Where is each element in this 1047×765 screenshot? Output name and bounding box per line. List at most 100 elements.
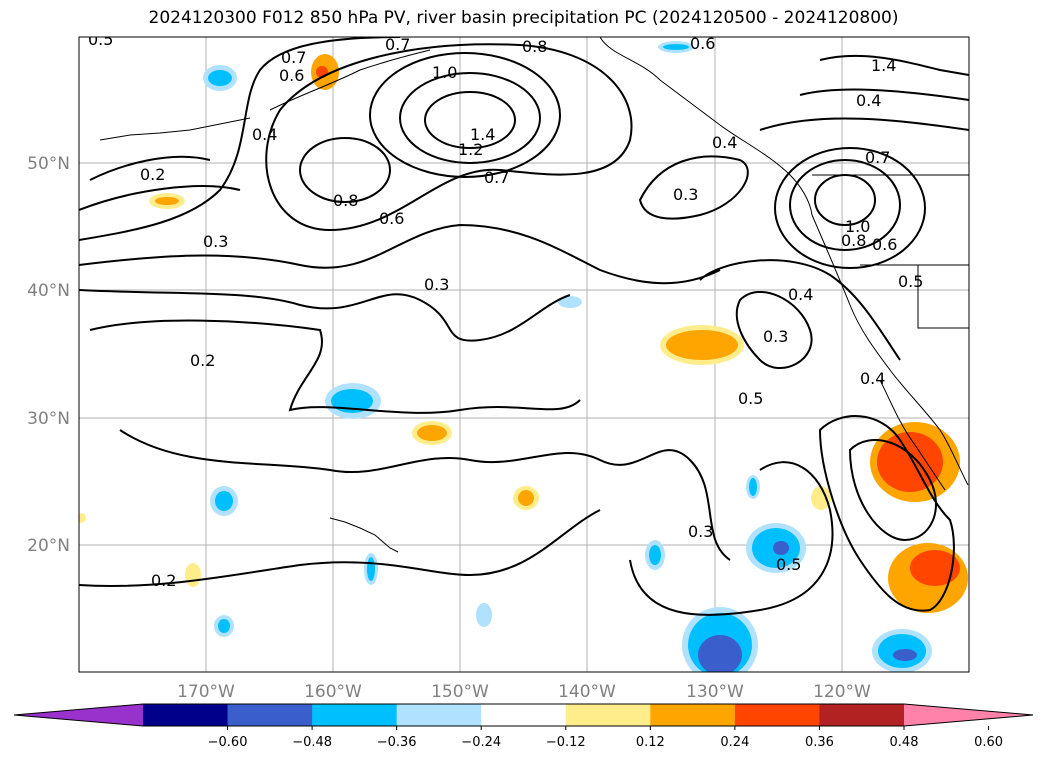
precip-negative-core: [773, 541, 789, 555]
precip-positive-blob: [666, 330, 738, 360]
colorbar-outline: [13, 703, 1034, 727]
lat-label: 20°N: [27, 536, 70, 556]
pv-contour: [79, 289, 571, 342]
precip-negative-blob: [367, 557, 375, 581]
contour-label: 0.8: [841, 231, 866, 250]
contour-label: 0.3: [673, 185, 698, 204]
contour-label: 0.7: [281, 48, 306, 67]
lat-label: 40°N: [27, 281, 70, 301]
precip-negative-core: [893, 649, 917, 661]
lat-label: 50°N: [27, 154, 70, 174]
precip-positive-core: [877, 432, 943, 492]
precip-negative-blob: [208, 70, 232, 86]
lon-label: 150°W: [431, 682, 489, 702]
pv-contour: [848, 439, 937, 542]
lon-label: 160°W: [304, 682, 362, 702]
lat-label: 30°N: [27, 409, 70, 429]
contour-label: 0.7: [385, 35, 410, 54]
contour-label: 0.4: [788, 285, 813, 304]
contour-label: 0.3: [688, 522, 713, 541]
precip-negative-blob: [476, 603, 492, 627]
pv-contour: [299, 137, 391, 203]
colorbar-tick-label: −0.60: [208, 735, 248, 750]
contour-label: 0.4: [712, 133, 737, 152]
precip-negative-blob: [218, 619, 230, 633]
contour-label: 1.0: [432, 63, 457, 82]
contour-label: 1.4: [871, 56, 896, 75]
precip-negative-core: [698, 635, 742, 672]
pv-contour: [638, 155, 749, 220]
pv-contour: [818, 415, 955, 612]
contour-label: 0.5: [898, 272, 923, 291]
contour-label: 0.8: [333, 191, 358, 210]
lon-label: 170°W: [177, 682, 235, 702]
contour-label: 0.4: [860, 369, 885, 388]
colorbar-swatch: [481, 704, 567, 726]
contour-label: 0.7: [484, 168, 509, 187]
colorbar-swatch: [650, 704, 736, 726]
precip-negative-blob: [749, 478, 757, 496]
pv-contour: [79, 185, 241, 211]
contour-label: 0.5: [738, 389, 763, 408]
precip-negative-blob: [558, 296, 582, 308]
pv-contour: [79, 509, 601, 587]
pv-contours: [79, 37, 969, 616]
contour-label: 0.6: [379, 209, 404, 228]
map-background: [79, 37, 969, 672]
colorbar-tick-label: −0.36: [377, 735, 417, 750]
precip-negative-blob: [331, 389, 373, 413]
colorbar-swatch: [565, 704, 651, 726]
colorbar-tick-label: 0.48: [890, 735, 919, 750]
pv-contour: [789, 159, 901, 251]
colorbar-tick-label: −0.24: [461, 735, 501, 750]
pv-contour: [814, 174, 876, 226]
colorbar-tick-label: −0.12: [546, 735, 586, 750]
precip-shading: [79, 41, 968, 672]
contour-label: 0.4: [252, 125, 277, 144]
colorbar-tick-label: 0.24: [720, 735, 749, 750]
longitude-labels: 170°W 160°W 150°W 140°W 130°W 120°W: [177, 682, 871, 702]
pv-contour: [774, 147, 926, 269]
precip-negative-blob: [215, 491, 233, 511]
pv-contour: [424, 91, 516, 149]
pv-contour: [79, 37, 401, 241]
contour-label: 1.0: [845, 217, 870, 236]
colorbar-tick-label: 0.60: [974, 735, 1003, 750]
pv-contour: [265, 43, 633, 232]
pv-contour: [819, 54, 969, 76]
pv-contour: [399, 72, 541, 164]
precip-negative-blob: [649, 545, 661, 565]
pv-contour: [699, 259, 901, 361]
lon-label: 140°W: [558, 682, 616, 702]
contour-label: 0.5: [88, 30, 113, 49]
lon-label: 120°W: [813, 682, 871, 702]
precip-positive-blob: [155, 197, 179, 205]
contour-label: 0.8: [522, 37, 547, 56]
latitude-labels: 50°N 40°N 30°N 20°N: [27, 154, 70, 556]
contour-label: 1.4: [470, 125, 495, 144]
contour-label: 0.3: [203, 232, 228, 251]
colorbar-swatch: [227, 704, 313, 726]
lon-label: 130°W: [686, 682, 744, 702]
colorbar-swatch: [312, 704, 398, 726]
colorbar-swatch: [819, 704, 905, 726]
contour-label: 0.5: [776, 555, 801, 574]
colorbar-swatch: [143, 704, 229, 726]
contour-label: 0.4: [856, 91, 881, 110]
pv-contour: [79, 223, 721, 285]
contour-label: 0.2: [151, 571, 176, 590]
colorbar-tick-label: 0.36: [805, 735, 834, 750]
contour-label: 0.2: [140, 165, 165, 184]
precip-positive-blob: [79, 513, 86, 523]
contour-labels: 0.5 0.7 0.6 0.7 0.8 0.6 1.4 1.0 1.4 1.2 …: [88, 30, 923, 590]
colorbar-tick-label: −0.48: [292, 735, 332, 750]
contour-label: 0.3: [424, 275, 449, 294]
contour-label: 1.2: [458, 140, 483, 159]
contour-label: 0.6: [872, 235, 897, 254]
colorbar: −0.60 −0.48 −0.36 −0.24 −0.12 0.12 0.24 0.36 0.4…: [13, 703, 1034, 750]
colorbar-extend-high: [904, 704, 1033, 726]
contour-label: 0.6: [690, 34, 715, 53]
pv-contour: [89, 319, 581, 414]
contour-label: 0.3: [763, 327, 788, 346]
